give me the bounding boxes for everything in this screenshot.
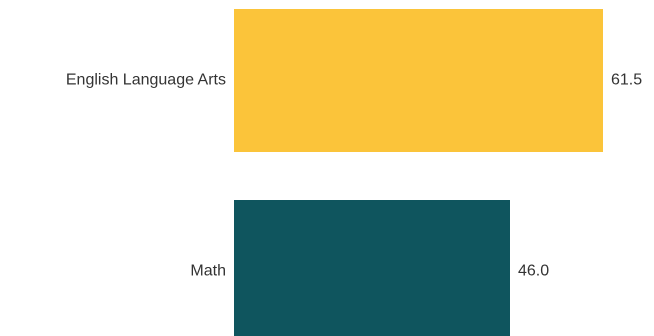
category-label: Math	[190, 263, 226, 280]
bar-math	[234, 200, 510, 336]
value-label: 46.0	[518, 263, 549, 280]
category-label: English Language Arts	[66, 72, 226, 89]
value-label: 61.5	[611, 72, 642, 89]
labels-group: English Language Arts 61.5 Math 46.0	[66, 72, 642, 280]
bar-english-language-arts	[234, 9, 603, 152]
bars-group	[234, 9, 603, 336]
